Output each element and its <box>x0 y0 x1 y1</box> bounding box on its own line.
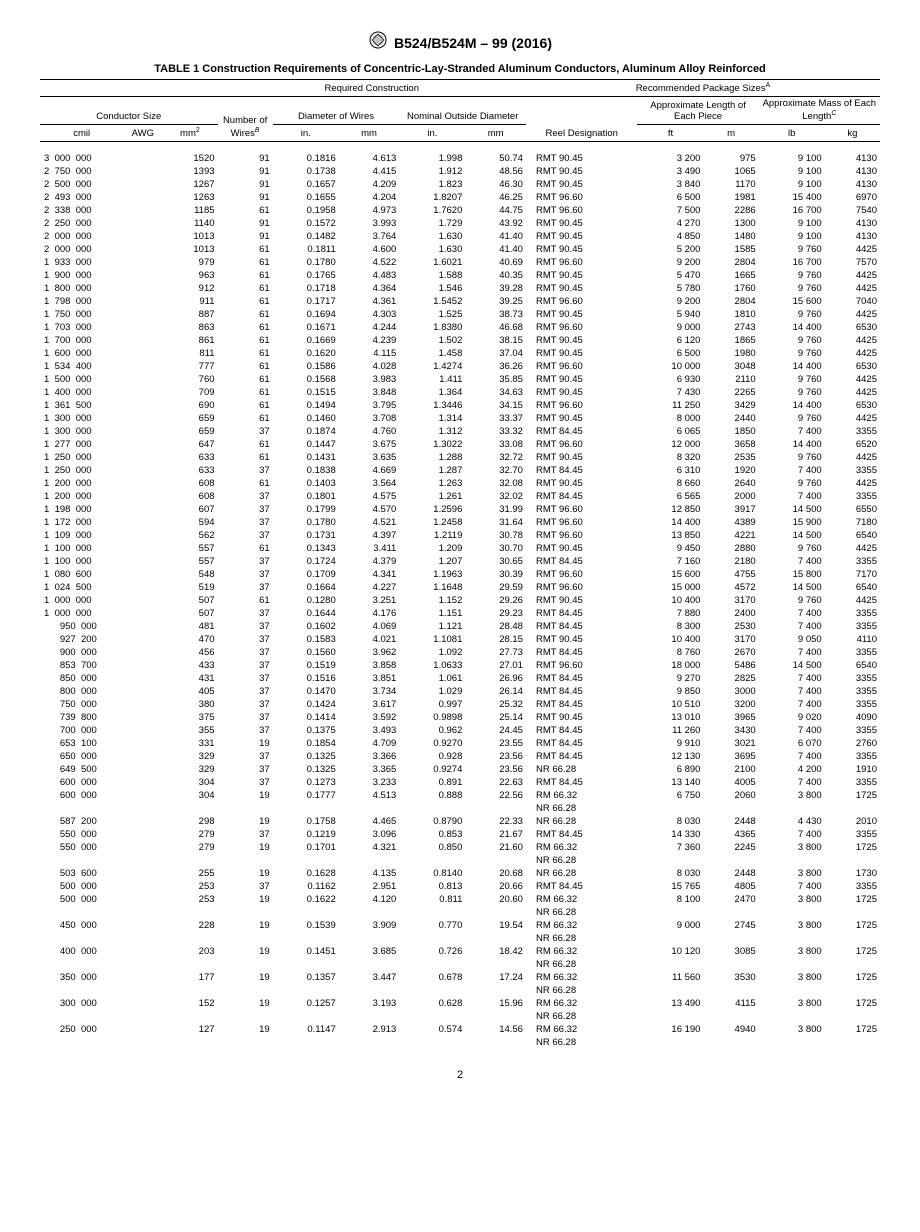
unit-awg: AWG <box>123 125 162 142</box>
table-row: 1 000 000507370.16444.1761.15129.23RMT 8… <box>40 607 880 620</box>
table-row: 649 500329370.13253.3650.927423.56NR 66.… <box>40 763 880 776</box>
table-row: 653 100331190.18544.7090.927023.55RMT 84… <box>40 737 880 750</box>
table-row: 1 024 500519370.16644.2271.164829.59RMT … <box>40 581 880 594</box>
table-row: 1 750 000887610.16944.3031.52538.73RMT 9… <box>40 308 880 321</box>
table-row: 350 000177190.13573.4470.67817.24RM 66.3… <box>40 971 880 984</box>
unit-in1: in. <box>273 125 339 142</box>
table-row: 650 000329370.13253.3660.92823.56RMT 84.… <box>40 750 880 763</box>
header-approx-mass: Approximate Mass of Each LengthC <box>759 97 880 125</box>
table-row: 1 172 000594370.17804.5211.245831.64RMT … <box>40 516 880 529</box>
unit-mm2: mm2 <box>162 125 217 142</box>
table-row: 600 000304370.12733.2330.89122.63RMT 84.… <box>40 776 880 789</box>
table-row: 1 703 000863610.16714.2441.838046.68RMT … <box>40 321 880 334</box>
unit-in2: in. <box>399 125 465 142</box>
table-row: 1 200 000608370.18014.5751.26132.02RMT 8… <box>40 490 880 503</box>
astm-logo <box>368 30 388 55</box>
table-row: 1 277 000647610.14473.6751.302233.08RMT … <box>40 438 880 451</box>
table-row: 2 250 0001140910.15723.9931.72943.92RMT … <box>40 217 880 230</box>
table-row-continuation: NR 66.28 <box>40 906 880 919</box>
table-row: 950 000481370.16024.0691.12128.48RMT 84.… <box>40 620 880 633</box>
header-diameter-wires: Diameter of Wires <box>273 97 400 125</box>
table-row: 3 000 0001520910.18164.6131.99850.74RMT … <box>40 152 880 165</box>
table-row: 1 198 000607370.17994.5701.259631.99RMT … <box>40 503 880 516</box>
table-row-continuation: NR 66.28 <box>40 958 880 971</box>
header-approx-len: Approximate Length of Each Piece <box>637 97 758 125</box>
page-number: 2 <box>40 1069 880 1081</box>
unit-m: m <box>703 125 758 142</box>
table-row: 1 109 000562370.17314.3971.211930.78RMT … <box>40 529 880 542</box>
unit-cmil: cmil <box>40 125 123 142</box>
unit-ft: ft <box>637 125 703 142</box>
table-title: TABLE 1 Construction Requirements of Con… <box>40 63 880 75</box>
table-row: 500 000253190.16224.1200.81120.60RM 66.3… <box>40 893 880 906</box>
table-row-continuation: NR 66.28 <box>40 1010 880 1023</box>
table-row: 1 100 000557610.13433.4111.20930.70RMT 9… <box>40 542 880 555</box>
table-row: 400 000203190.14513.6850.72618.42RM 66.3… <box>40 945 880 958</box>
table-row: 1 300 000659370.18744.7601.31233.32RMT 8… <box>40 425 880 438</box>
table-row: 2 493 0001263910.16554.2041.820746.25RMT… <box>40 191 880 204</box>
header-num-wires: Number of WiresB <box>218 97 273 142</box>
table-row-continuation: NR 66.28 <box>40 984 880 997</box>
table-row-continuation: NR 66.28 <box>40 932 880 945</box>
header-required: Required Construction <box>218 80 526 97</box>
table-row: 900 000456370.15603.9621.09227.73RMT 84.… <box>40 646 880 659</box>
table-row: 1 600 000811610.16204.1151.45837.04RMT 9… <box>40 347 880 360</box>
table-row: 1 700 000861610.16694.2391.50238.15RMT 9… <box>40 334 880 347</box>
table-row: 1 300 000659610.14603.7081.31433.37RMT 9… <box>40 412 880 425</box>
table-row: 250 000127190.11472.9130.57414.56RM 66.3… <box>40 1023 880 1036</box>
table-row: 1 080 600548370.17094.3411.196330.39RMT … <box>40 568 880 581</box>
table-row: 853 700433370.15193.8581.063327.01RMT 96… <box>40 659 880 672</box>
table-row: 927 200470370.15834.0211.108128.15RMT 90… <box>40 633 880 646</box>
unit-lb: lb <box>759 125 825 142</box>
table-row: 450 000228190.15393.9090.77019.54RM 66.3… <box>40 919 880 932</box>
table-row: 700 000355370.13753.4930.96224.45RMT 84.… <box>40 724 880 737</box>
table-row: 300 000152190.12573.1930.62815.96RM 66.3… <box>40 997 880 1010</box>
table-row: 1 100 000557370.17244.3791.20730.65RMT 8… <box>40 555 880 568</box>
unit-kg: kg <box>825 125 880 142</box>
header-recommended: Recommended Package SizesA <box>526 80 880 97</box>
table-row: 1 900 000963610.17654.4831.58840.35RMT 9… <box>40 269 880 282</box>
table-row: 1 933 000979610.17804.5221.602140.69RMT … <box>40 256 880 269</box>
header-nominal-od: Nominal Outside Diameter <box>399 97 526 125</box>
table-row: 1 798 000911610.17174.3611.545239.25RMT … <box>40 295 880 308</box>
table-row-continuation: NR 66.28 <box>40 802 880 815</box>
unit-mm1: mm <box>339 125 400 142</box>
table-row: 1 534 400777610.15864.0281.427436.26RMT … <box>40 360 880 373</box>
header-conductor-size: Conductor Size <box>40 97 218 125</box>
construction-table: Required Construction Recommended Packag… <box>40 79 880 1049</box>
table-row: 1 250 000633610.14313.6351.28832.72RMT 9… <box>40 451 880 464</box>
table-row: 2 338 0001185610.19584.9731.762044.75RMT… <box>40 204 880 217</box>
table-row: 2 750 0001393910.17384.4151.91248.56RMT … <box>40 165 880 178</box>
table-row: 1 400 000709610.15153.8481.36434.63RMT 9… <box>40 386 880 399</box>
table-row: 1 361 500690610.14943.7951.344634.15RMT … <box>40 399 880 412</box>
table-row: 587 200298190.17584.4650.879022.33NR 66.… <box>40 815 880 828</box>
table-row-continuation: NR 66.28 <box>40 1036 880 1049</box>
table-row: 1 200 000608610.14033.5641.26332.08RMT 9… <box>40 477 880 490</box>
unit-mm2b: mm <box>465 125 526 142</box>
table-row: 550 000279190.17014.3210.85021.60RM 66.3… <box>40 841 880 854</box>
doc-header: B524/B524M – 99 (2016) <box>40 30 880 55</box>
table-row: 1 500 000760610.15683.9831.41135.85RMT 9… <box>40 373 880 386</box>
table-row: 2 000 0001013910.14823.7641.63041.40RMT … <box>40 230 880 243</box>
table-row: 800 000405370.14703.7341.02926.14RMT 84.… <box>40 685 880 698</box>
table-row: 1 250 000633370.18384.6691.28732.70RMT 8… <box>40 464 880 477</box>
table-row: 850 000431370.15163.8511.06126.96RMT 84.… <box>40 672 880 685</box>
table-row: 750 000380370.14243.6170.99725.32RMT 84.… <box>40 698 880 711</box>
table-row-continuation: NR 66.28 <box>40 854 880 867</box>
table-row: 1 000 000507610.12803.2511.15229.26RMT 9… <box>40 594 880 607</box>
table-row: 550 000279370.12193.0960.85321.67RMT 84.… <box>40 828 880 841</box>
header-reel: Reel Designation <box>526 97 637 142</box>
table-row: 600 000304190.17774.5130.88822.56RM 66.3… <box>40 789 880 802</box>
table-row: 739 800375370.14143.5920.989825.14RMT 90… <box>40 711 880 724</box>
table-row: 1 800 000912610.17184.3641.54639.28RMT 9… <box>40 282 880 295</box>
table-row: 2 000 0001013610.18114.6001.63041.40RMT … <box>40 243 880 256</box>
table-row: 2 500 0001267910.16574.2091.82346.30RMT … <box>40 178 880 191</box>
table-row: 503 600255190.16284.1350.814020.68NR 66.… <box>40 867 880 880</box>
doc-code: B524/B524M – 99 (2016) <box>394 35 552 51</box>
table-row: 500 000253370.11622.9510.81320.66RMT 84.… <box>40 880 880 893</box>
